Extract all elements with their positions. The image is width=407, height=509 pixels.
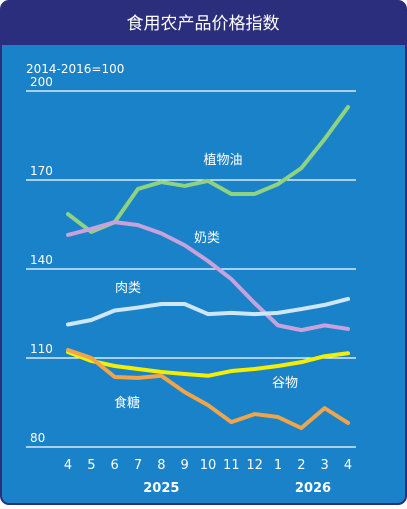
series-line bbox=[66, 350, 350, 378]
x-tick-label: 1 bbox=[274, 458, 282, 473]
series-label: 奶类 bbox=[194, 231, 220, 246]
y-tick-label: 110 bbox=[30, 342, 53, 356]
x-tick-label: 8 bbox=[157, 458, 165, 473]
x-tick-label: 4 bbox=[344, 458, 352, 473]
series-label: 肉类 bbox=[115, 281, 141, 296]
series-label: 谷物 bbox=[272, 376, 298, 391]
series-line bbox=[66, 220, 350, 333]
x-tick-label: 9 bbox=[181, 458, 189, 473]
x-tick-label: 11 bbox=[223, 458, 240, 473]
series-line bbox=[66, 296, 350, 327]
y-tick-label: 200 bbox=[30, 75, 53, 89]
subtitle: 2014-2016=100 bbox=[26, 62, 124, 76]
y-tick-label: 140 bbox=[30, 253, 53, 267]
series-label: 植物油 bbox=[203, 153, 242, 168]
x-group-label: 2026 bbox=[295, 481, 331, 496]
series-label: 食糖 bbox=[114, 395, 140, 411]
x-tick-label: 6 bbox=[111, 458, 119, 473]
x-tick-label: 7 bbox=[134, 458, 142, 473]
x-tick-label: 3 bbox=[321, 458, 329, 473]
y-tick-label: 80 bbox=[30, 431, 45, 445]
x-group-label: 2025 bbox=[143, 481, 179, 496]
x-tick-label: 10 bbox=[200, 458, 217, 473]
series-line bbox=[66, 347, 350, 431]
x-tick-label: 5 bbox=[87, 458, 95, 473]
x-tick-label: 4 bbox=[64, 458, 72, 473]
y-tick-label: 170 bbox=[30, 164, 53, 178]
x-tick-label: 2 bbox=[297, 458, 305, 473]
title-bar bbox=[1, 1, 406, 45]
x-tick-label: 12 bbox=[246, 458, 263, 473]
chart-title: 食用农产品价格指数 bbox=[127, 14, 280, 34]
